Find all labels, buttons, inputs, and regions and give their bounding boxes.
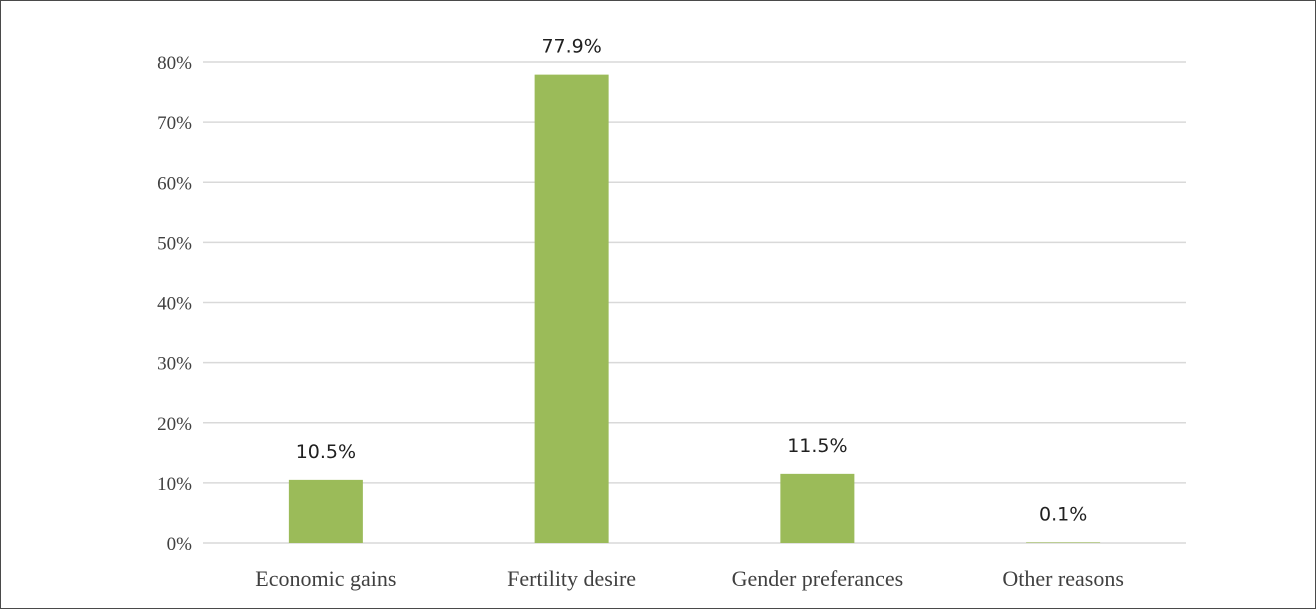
data-label: 77.9%	[541, 36, 601, 58]
bar-fertility-desire	[534, 74, 609, 543]
y-tick-label: 70%	[157, 113, 192, 134]
y-axis-tick-labels: 0% 10% 20% 30% 40% 50% 60% 70% 80%	[157, 53, 192, 555]
x-tick-label: Economic gains	[255, 566, 396, 591]
bar-gender-preferances	[780, 473, 855, 543]
data-label: 0.1%	[1039, 503, 1087, 525]
data-label: 11.5%	[787, 435, 847, 457]
y-tick-label: 30%	[157, 354, 192, 375]
bar-economic-gains	[288, 479, 363, 543]
y-tick-label: 10%	[157, 474, 192, 495]
bar-other-reasons	[1026, 542, 1101, 543]
x-tick-label: Gender preferances	[732, 566, 904, 591]
y-tick-label: 40%	[157, 294, 192, 315]
y-tick-label: 80%	[157, 53, 192, 74]
y-tick-label: 60%	[157, 173, 192, 194]
y-tick-label: 20%	[157, 414, 192, 435]
data-labels: 10.5% 77.9% 11.5% 0.1%	[296, 36, 1088, 526]
y-tick-label: 0%	[167, 534, 193, 555]
x-tick-label: Other reasons	[1002, 566, 1124, 591]
x-axis-category-labels: Economic gains Fertility desire Gender pre…	[255, 566, 1124, 591]
gridlines	[203, 61, 1186, 544]
y-tick-label: 50%	[157, 233, 192, 254]
bars	[288, 74, 1101, 543]
x-tick-label: Fertility desire	[507, 566, 636, 591]
data-label: 10.5%	[296, 441, 356, 463]
